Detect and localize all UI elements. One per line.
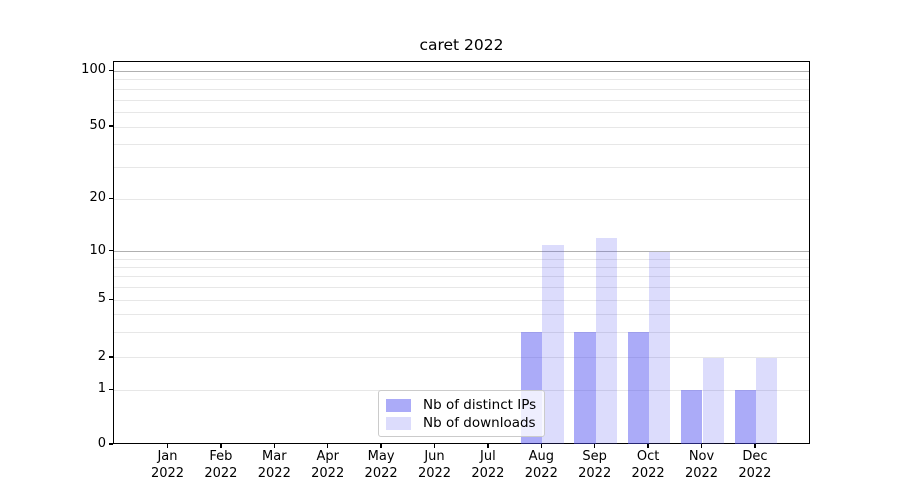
y-axis-tick-label-0: 0 (97, 436, 106, 451)
x-axis-tick-label-nov: Nov 2022 (684, 449, 719, 481)
x-axis-tick-sep (594, 444, 596, 448)
x-axis-tick-label-jun: Jun 2022 (417, 449, 452, 481)
y-axis-tick-label-100: 100 (81, 62, 106, 78)
minor-gridline-5 (114, 299, 809, 301)
x-axis-tick-label-dec: Dec 2022 (738, 449, 772, 481)
bar-distinct-ips-nov (681, 390, 703, 444)
chart-title: caret 2022 (419, 36, 504, 54)
x-axis-tick-dec (754, 444, 756, 448)
major-gridline-10 (114, 251, 809, 253)
bars-layer (114, 62, 809, 444)
minor-gridline-80 (114, 88, 809, 90)
legend: Nb of distinct IPs Nb of downloads (378, 390, 545, 437)
minor-gridline-60 (114, 111, 809, 113)
legend-item-distinct-ips: Nb of distinct IPs (386, 396, 537, 414)
minor-gridline-8 (114, 266, 809, 268)
legend-swatch-downloads (386, 416, 411, 430)
gridlines-layer (114, 62, 809, 443)
y-axis-tick-100 (108, 69, 113, 72)
minor-gridline-2 (114, 357, 809, 359)
y-axis-tick-0 (108, 443, 113, 445)
x-axis-tick-jul (487, 444, 489, 448)
minor-gridline-6 (114, 287, 809, 289)
x-axis-tick-may (380, 444, 382, 448)
y-axis-tick-2 (108, 356, 113, 358)
minor-gridline-90 (114, 79, 809, 81)
minor-gridline-7 (114, 276, 809, 278)
y-axis-tick-label-2: 2 (97, 348, 106, 364)
bar-downloads-sep (595, 237, 617, 444)
x-axis-tick-label-aug: Aug 2022 (524, 449, 558, 481)
y-axis-tick-label-20: 20 (89, 190, 106, 206)
y-axis-tick-label-50: 50 (89, 118, 106, 134)
major-gridline-100 (114, 70, 809, 72)
x-axis-tick-feb (220, 444, 222, 448)
x-axis-tick-label-oct: Oct 2022 (631, 449, 665, 481)
minor-gridline-3 (114, 331, 809, 333)
bar-downloads-aug (542, 244, 564, 444)
x-axis-tick-apr (327, 444, 329, 448)
minor-gridline-30 (114, 166, 809, 168)
minor-gridline-4 (114, 313, 809, 315)
y-axis-tick-20 (108, 197, 113, 199)
bar-downloads-oct (649, 251, 671, 444)
minor-gridline-70 (114, 99, 809, 101)
y-axis-tick-10 (108, 250, 113, 252)
x-axis-tick-label-jul: Jul 2022 (471, 449, 505, 481)
minor-gridline-50 (114, 126, 809, 128)
legend-label-distinct-ips: Nb of distinct IPs (423, 397, 537, 413)
y-axis-tick-1 (108, 388, 113, 391)
y-axis-tick-label-1: 1 (97, 381, 106, 397)
legend-label-downloads: Nb of downloads (423, 415, 536, 431)
x-axis-tick-label-jan: Jan 2022 (150, 449, 185, 481)
bar-distinct-ips-oct (627, 332, 650, 444)
x-axis-tick-label-apr: Apr 2022 (311, 449, 345, 481)
x-axis-tick-jan (166, 444, 169, 448)
x-axis-tick-jun (433, 444, 436, 448)
bar-downloads-nov (702, 357, 724, 444)
x-axis-tick-label-feb: Feb 2022 (204, 449, 238, 481)
y-axis-tick-50 (108, 125, 113, 127)
x-axis-tick-nov (700, 444, 703, 448)
minor-gridline-9 (114, 258, 809, 260)
minor-gridline-40 (114, 144, 809, 146)
bar-distinct-ips-sep (574, 332, 596, 444)
y-axis-tick-5 (108, 298, 113, 300)
x-axis-tick-label-sep: Sep 2022 (578, 449, 612, 481)
x-axis-tick-aug (540, 444, 542, 448)
legend-swatch-distinct-ips (386, 398, 411, 412)
plot-area (113, 61, 810, 444)
x-axis-tick-mar (273, 444, 275, 448)
y-axis-tick-label-5: 5 (97, 291, 106, 307)
legend-item-downloads: Nb of downloads (386, 414, 537, 432)
x-axis-tick-oct (647, 444, 649, 448)
bar-downloads-dec (755, 357, 778, 444)
minor-gridline-20 (114, 198, 809, 200)
x-axis-tick-label-may: May 2022 (364, 449, 398, 481)
x-axis-tick-label-mar: Mar 2022 (257, 449, 291, 481)
y-axis-tick-label-10: 10 (89, 242, 106, 258)
bar-distinct-ips-dec (734, 390, 756, 444)
